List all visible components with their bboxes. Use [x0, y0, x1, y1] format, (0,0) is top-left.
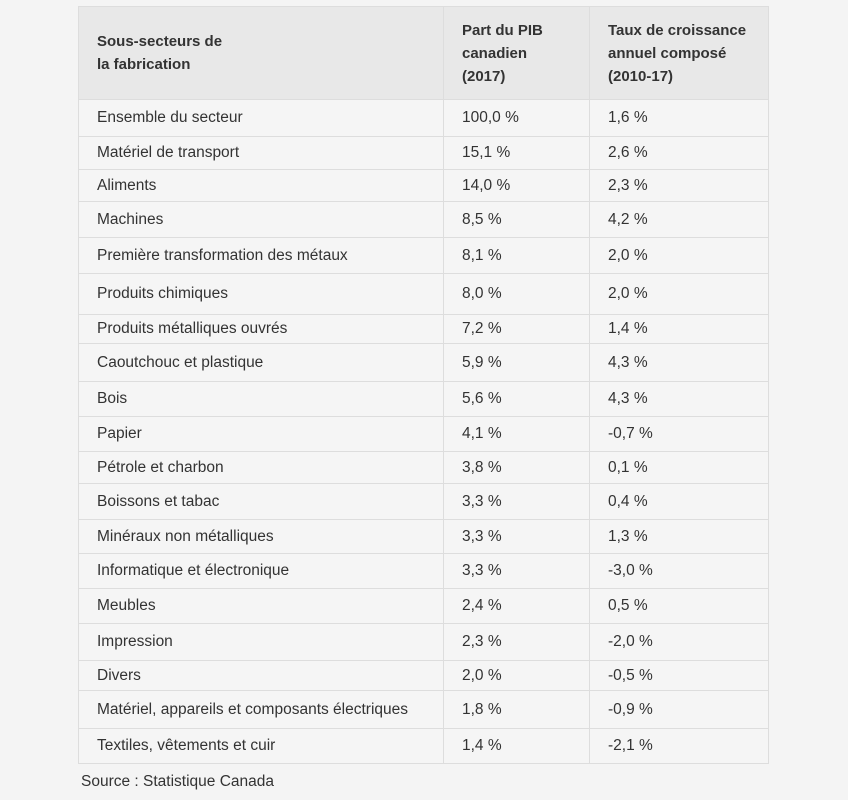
table-row: Papier 4,1 % -0,7 % [78, 416, 769, 452]
cell-growth-rate: 2,3 % [589, 169, 769, 202]
table-row: Boissons et tabac 3,3 % 0,4 % [78, 483, 769, 520]
cell-gdp-share: 3,8 % [443, 451, 590, 484]
cell-subsector: Ensemble du secteur [78, 99, 444, 137]
cell-growth-rate: 0,5 % [589, 588, 769, 624]
cell-subsector: Boissons et tabac [78, 483, 444, 520]
table-row: Bois 5,6 % 4,3 % [78, 381, 769, 417]
table-row: Divers 2,0 % -0,5 % [78, 660, 769, 691]
cell-subsector: Meubles [78, 588, 444, 624]
table-row: Machines 8,5 % 4,2 % [78, 201, 769, 238]
table-body: Ensemble du secteur 100,0 % 1,6 % Matériel … [78, 99, 769, 764]
table-row: Informatique et électronique 3,3 % -3,0 % [78, 553, 769, 589]
header-gdp-share: Part du PIB canadien (2017) [443, 6, 590, 100]
table-row: Première transformation des métaux 8,1 % 2… [78, 237, 769, 274]
cell-subsector: Papier [78, 416, 444, 452]
cell-subsector: Pétrole et charbon [78, 451, 444, 484]
table-row: Produits métalliques ouvrés 7,2 % 1,4 % [78, 314, 769, 344]
cell-growth-rate: -2,1 % [589, 728, 769, 764]
manufacturing-subsectors-table-container: Sous-secteurs de la fabrication Part du … [78, 6, 769, 764]
cell-growth-rate: 0,1 % [589, 451, 769, 484]
table-row: Matériel de transport 15,1 % 2,6 % [78, 136, 769, 170]
cell-growth-rate: 4,3 % [589, 343, 769, 382]
cell-subsector: Aliments [78, 169, 444, 202]
cell-subsector: Produits métalliques ouvrés [78, 314, 444, 344]
cell-gdp-share: 1,8 % [443, 690, 590, 729]
cell-subsector: Produits chimiques [78, 273, 444, 315]
table-header: Sous-secteurs de la fabrication Part du … [78, 6, 769, 100]
header-growth-rate: Taux de croissance annuel composé (2010-… [589, 6, 769, 100]
cell-gdp-share: 8,0 % [443, 273, 590, 315]
cell-subsector: Informatique et électronique [78, 553, 444, 589]
cell-gdp-share: 8,5 % [443, 201, 590, 238]
cell-gdp-share: 3,3 % [443, 553, 590, 589]
table-row: Caoutchouc et plastique 5,9 % 4,3 % [78, 343, 769, 382]
cell-growth-rate: -0,9 % [589, 690, 769, 729]
cell-subsector: Bois [78, 381, 444, 417]
source-note: Source : Statistique Canada [81, 773, 275, 790]
cell-subsector: Matériel, appareils et composants électr… [78, 690, 444, 729]
manufacturing-subsectors-table: Sous-secteurs de la fabrication Part du … [78, 6, 769, 764]
cell-subsector: Impression [78, 623, 444, 661]
cell-subsector: Machines [78, 201, 444, 238]
table-row: Impression 2,3 % -2,0 % [78, 623, 769, 661]
table-row: Meubles 2,4 % 0,5 % [78, 588, 769, 624]
cell-gdp-share: 4,1 % [443, 416, 590, 452]
cell-growth-rate: 2,0 % [589, 273, 769, 315]
cell-growth-rate: 1,4 % [589, 314, 769, 344]
cell-gdp-share: 5,9 % [443, 343, 590, 382]
cell-growth-rate: -0,5 % [589, 660, 769, 691]
cell-gdp-share: 3,3 % [443, 519, 590, 554]
cell-subsector: Caoutchouc et plastique [78, 343, 444, 382]
table-row: Minéraux non métalliques 3,3 % 1,3 % [78, 519, 769, 554]
cell-gdp-share: 2,4 % [443, 588, 590, 624]
cell-growth-rate: 4,2 % [589, 201, 769, 238]
cell-growth-rate: 2,6 % [589, 136, 769, 170]
cell-gdp-share: 100,0 % [443, 99, 590, 137]
cell-gdp-share: 2,3 % [443, 623, 590, 661]
cell-growth-rate: 0,4 % [589, 483, 769, 520]
cell-growth-rate: 1,3 % [589, 519, 769, 554]
cell-gdp-share: 1,4 % [443, 728, 590, 764]
cell-growth-rate: 1,6 % [589, 99, 769, 137]
table-row: Pétrole et charbon 3,8 % 0,1 % [78, 451, 769, 484]
cell-growth-rate: 2,0 % [589, 237, 769, 274]
table-row: Produits chimiques 8,0 % 2,0 % [78, 273, 769, 315]
cell-subsector: Matériel de transport [78, 136, 444, 170]
table-row: Matériel, appareils et composants électr… [78, 690, 769, 729]
cell-growth-rate: -0,7 % [589, 416, 769, 452]
cell-gdp-share: 2,0 % [443, 660, 590, 691]
table-row: Aliments 14,0 % 2,3 % [78, 169, 769, 202]
table-row: Ensemble du secteur 100,0 % 1,6 % [78, 99, 769, 137]
cell-subsector: Textiles, vêtements et cuir [78, 728, 444, 764]
cell-growth-rate: 4,3 % [589, 381, 769, 417]
cell-gdp-share: 8,1 % [443, 237, 590, 274]
cell-growth-rate: -2,0 % [589, 623, 769, 661]
cell-gdp-share: 14,0 % [443, 169, 590, 202]
cell-gdp-share: 3,3 % [443, 483, 590, 520]
cell-subsector: Minéraux non métalliques [78, 519, 444, 554]
cell-gdp-share: 7,2 % [443, 314, 590, 344]
cell-growth-rate: -3,0 % [589, 553, 769, 589]
header-subsector: Sous-secteurs de la fabrication [78, 6, 444, 100]
cell-gdp-share: 15,1 % [443, 136, 590, 170]
header-row: Sous-secteurs de la fabrication Part du … [78, 6, 769, 100]
cell-subsector: Première transformation des métaux [78, 237, 444, 274]
cell-subsector: Divers [78, 660, 444, 691]
table-row: Textiles, vêtements et cuir 1,4 % -2,1 % [78, 728, 769, 764]
cell-gdp-share: 5,6 % [443, 381, 590, 417]
